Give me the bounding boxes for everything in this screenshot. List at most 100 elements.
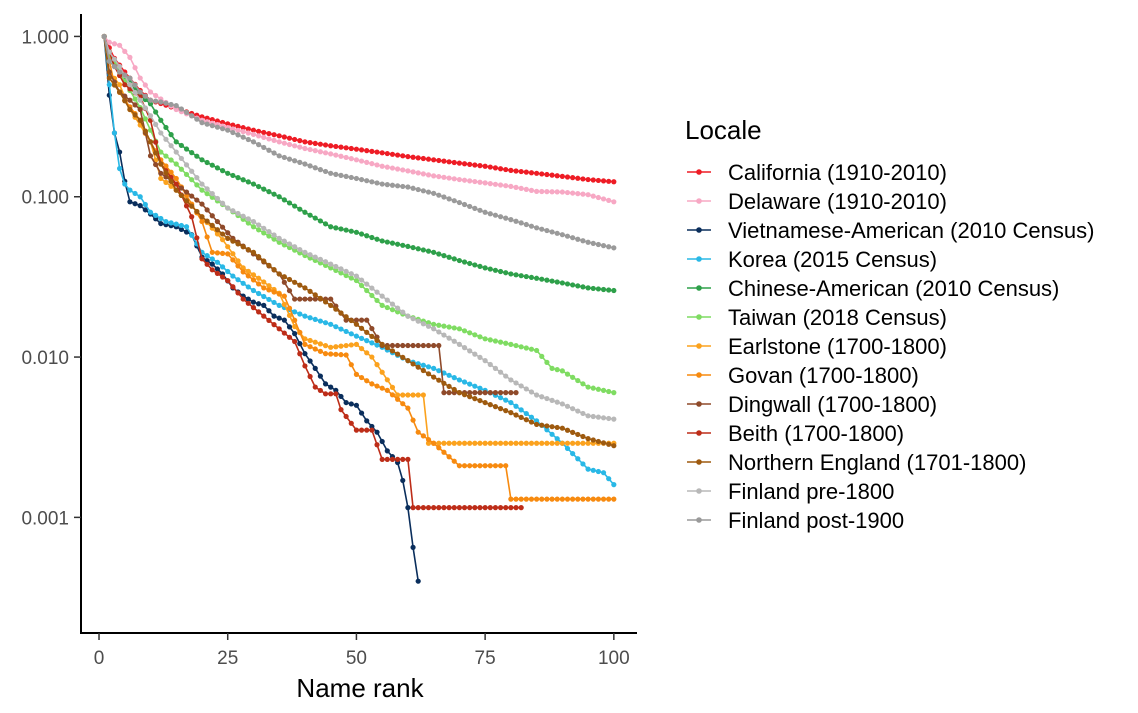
data-point	[281, 330, 287, 336]
legend-label: Govan (1700-1800)	[728, 363, 919, 388]
data-point	[436, 173, 442, 180]
data-point	[523, 221, 529, 228]
data-point	[240, 129, 246, 135]
data-point	[225, 268, 231, 275]
data-point	[513, 390, 519, 396]
data-point	[322, 343, 329, 349]
data-point	[369, 179, 375, 185]
legend-key-dot	[696, 314, 702, 320]
data-point	[559, 401, 565, 407]
data-point	[302, 209, 308, 215]
data-point	[410, 392, 416, 398]
data-point	[292, 158, 298, 164]
data-point	[322, 259, 329, 265]
data-point	[245, 284, 251, 290]
data-point	[307, 288, 313, 294]
data-point	[595, 438, 601, 445]
data-point	[302, 145, 308, 152]
legend-key-dot	[696, 256, 702, 262]
legend-key-dot	[696, 198, 702, 204]
data-point	[163, 163, 169, 169]
legend-key-dot	[696, 459, 702, 465]
data-point	[261, 134, 267, 140]
data-point	[451, 338, 457, 344]
data-point	[256, 142, 262, 148]
data-point	[219, 119, 226, 126]
data-point	[256, 183, 262, 190]
data-point	[348, 145, 354, 152]
data-point	[492, 463, 499, 469]
data-point	[147, 209, 154, 215]
data-point	[580, 440, 586, 446]
data-point	[585, 176, 591, 183]
data-point	[446, 335, 452, 341]
data-point	[292, 309, 298, 315]
data-point	[446, 505, 452, 511]
data-point	[106, 82, 112, 88]
data-point	[127, 54, 133, 60]
data-point	[374, 149, 380, 155]
data-point	[240, 244, 246, 250]
data-point	[384, 448, 390, 454]
data-point	[328, 351, 334, 357]
data-point	[549, 496, 555, 502]
data-point	[153, 212, 159, 218]
data-point	[518, 344, 524, 350]
data-point	[369, 427, 375, 433]
data-point	[611, 179, 617, 185]
data-point	[389, 240, 396, 246]
x-ticks: 0 25 50 75 100	[94, 633, 630, 669]
data-point	[322, 142, 329, 148]
data-point	[230, 172, 236, 179]
data-point	[544, 277, 550, 283]
data-point	[168, 157, 174, 163]
data-point	[364, 148, 370, 154]
data-point	[219, 274, 226, 280]
data-point	[292, 338, 298, 345]
legend-label: Northern England (1701-1800)	[728, 450, 1026, 475]
data-point	[297, 282, 303, 288]
data-point	[204, 121, 210, 127]
data-point	[595, 194, 601, 201]
data-point	[307, 146, 313, 153]
data-point	[158, 161, 164, 167]
data-point	[302, 249, 308, 255]
data-point	[271, 232, 277, 238]
data-point	[384, 239, 390, 245]
data-point	[328, 321, 334, 327]
data-point	[410, 169, 416, 175]
data-point	[369, 381, 375, 387]
data-point	[405, 358, 411, 364]
data-point	[214, 165, 221, 171]
data-point	[405, 392, 411, 398]
data-point	[158, 149, 164, 155]
data-point	[400, 242, 406, 248]
data-point	[343, 145, 349, 151]
data-point	[508, 183, 514, 190]
data-point	[158, 175, 164, 182]
data-point	[317, 387, 323, 394]
data-point	[266, 308, 272, 314]
data-point	[472, 440, 478, 446]
data-point	[132, 102, 138, 108]
data-point	[132, 112, 138, 118]
data-point	[312, 215, 318, 221]
data-point	[528, 414, 535, 420]
series-7	[101, 33, 617, 502]
data-point	[436, 157, 442, 164]
data-point	[415, 578, 421, 584]
data-point	[364, 329, 370, 335]
data-point	[333, 324, 339, 330]
data-point	[250, 127, 257, 133]
data-point	[328, 170, 334, 176]
data-point	[194, 208, 200, 215]
data-point	[219, 168, 226, 174]
data-point	[400, 183, 406, 190]
data-point	[513, 380, 519, 386]
data-point	[245, 273, 251, 279]
data-point	[472, 463, 478, 469]
data-point	[600, 243, 607, 249]
legend-item: Finland post-1900	[687, 508, 904, 533]
data-point	[142, 201, 148, 208]
data-point	[595, 286, 601, 292]
